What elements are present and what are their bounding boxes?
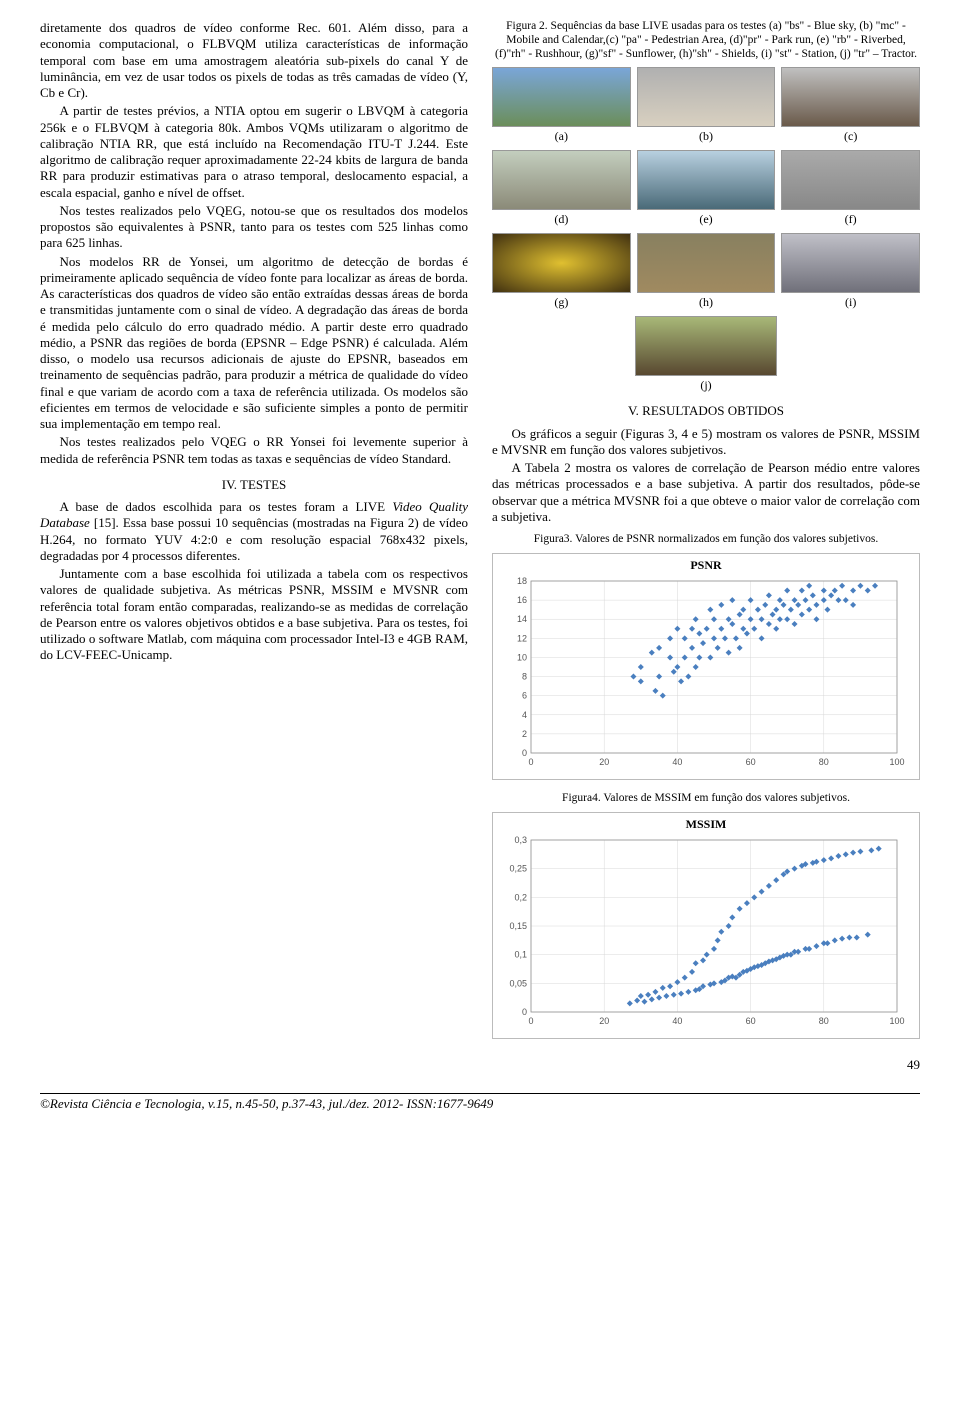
figure2-row2 bbox=[492, 150, 920, 210]
svg-text:14: 14 bbox=[517, 614, 527, 624]
svg-text:40: 40 bbox=[672, 1016, 682, 1026]
svg-text:0: 0 bbox=[528, 1016, 533, 1026]
thumb-pr bbox=[492, 150, 631, 210]
svg-text:60: 60 bbox=[746, 757, 756, 767]
thumb-rb bbox=[637, 150, 776, 210]
thumb-rh bbox=[781, 150, 920, 210]
thumb-tr bbox=[635, 316, 776, 376]
svg-text:60: 60 bbox=[746, 1016, 756, 1026]
thumb-sf bbox=[492, 233, 631, 293]
svg-text:0,1: 0,1 bbox=[514, 949, 527, 959]
paragraph: Nos testes realizados pelo VQEG o RR Yon… bbox=[40, 434, 468, 467]
figure2-caption: Figura 2. Sequências da base LIVE usadas… bbox=[492, 20, 920, 61]
paragraph: Juntamente com a base escolhida foi util… bbox=[40, 566, 468, 664]
svg-text:80: 80 bbox=[819, 757, 829, 767]
mssim-chart: MSSIM 0 0,05 0,1 0,15 0,2 0,25 0,3 0 20 40 60 80 100 bbox=[492, 812, 920, 1039]
psnr-scatter: 0 2 4 6 8 10 12 14 16 18 0 20 40 60 80 100 bbox=[497, 575, 907, 775]
label: (g) bbox=[492, 295, 631, 310]
label: (e) bbox=[637, 212, 776, 227]
thumb-bs bbox=[492, 67, 631, 127]
paragraph: diretamente dos quadros de vídeo conform… bbox=[40, 20, 468, 101]
section-heading-results: V. RESULTADOS OBTIDOS bbox=[492, 403, 920, 419]
footer-journal: ©Revista Ciência e Tecnologia, v.15, n.4… bbox=[40, 1096, 920, 1112]
thumb-mc bbox=[637, 67, 776, 127]
left-column: diretamente dos quadros de vídeo conform… bbox=[40, 20, 468, 1051]
svg-text:16: 16 bbox=[517, 595, 527, 605]
label: (a) bbox=[492, 129, 631, 144]
section-heading-tests: IV. TESTES bbox=[40, 477, 468, 493]
svg-text:100: 100 bbox=[889, 757, 904, 767]
figure4-caption: Figura4. Valores de MSSIM em função dos … bbox=[492, 792, 920, 806]
thumb-sh bbox=[637, 233, 776, 293]
figure3-caption: Figura3. Valores de PSNR normalizados em… bbox=[492, 533, 920, 547]
label: (f) bbox=[781, 212, 920, 227]
svg-text:0,3: 0,3 bbox=[514, 835, 527, 845]
paragraph: Nos testes realizados pelo VQEG, notou-s… bbox=[40, 203, 468, 252]
paragraph: A Tabela 2 mostra os valores de correlaç… bbox=[492, 460, 920, 525]
svg-text:10: 10 bbox=[517, 652, 527, 662]
svg-text:20: 20 bbox=[599, 1016, 609, 1026]
svg-text:0,2: 0,2 bbox=[514, 892, 527, 902]
label: (b) bbox=[637, 129, 776, 144]
figure2-row4 bbox=[492, 316, 920, 376]
svg-text:12: 12 bbox=[517, 633, 527, 643]
page: diretamente dos quadros de vídeo conform… bbox=[0, 0, 960, 1142]
mssim-scatter: 0 0,05 0,1 0,15 0,2 0,25 0,3 0 20 40 60 80 100 bbox=[497, 834, 907, 1034]
paragraph: A base de dados escolhida para os testes… bbox=[40, 499, 468, 564]
svg-text:2: 2 bbox=[522, 729, 527, 739]
svg-text:0: 0 bbox=[528, 757, 533, 767]
label: (h) bbox=[637, 295, 776, 310]
right-column: Figura 2. Sequências da base LIVE usadas… bbox=[492, 20, 920, 1051]
label: (j) bbox=[492, 378, 920, 393]
figure2-row3 bbox=[492, 233, 920, 293]
svg-text:80: 80 bbox=[819, 1016, 829, 1026]
svg-text:0: 0 bbox=[522, 1007, 527, 1017]
figure2-labels-row2: (d) (e) (f) bbox=[492, 212, 920, 227]
svg-text:0,25: 0,25 bbox=[509, 863, 527, 873]
label: (c) bbox=[781, 129, 920, 144]
page-number: 49 bbox=[40, 1057, 920, 1073]
svg-text:40: 40 bbox=[672, 757, 682, 767]
svg-text:6: 6 bbox=[522, 691, 527, 701]
svg-text:18: 18 bbox=[517, 576, 527, 586]
svg-text:4: 4 bbox=[522, 710, 527, 720]
chart-title: PSNR bbox=[497, 558, 915, 573]
svg-text:20: 20 bbox=[599, 757, 609, 767]
paragraph: A partir de testes prévios, a NTIA optou… bbox=[40, 103, 468, 201]
svg-text:0,15: 0,15 bbox=[509, 921, 527, 931]
psnr-chart: PSNR 0 2 4 6 8 10 12 14 16 18 0 20 40 60 80 100 bbox=[492, 553, 920, 780]
text: A base de dados escolhida para os testes… bbox=[60, 499, 393, 514]
text: [15]. Essa base possui 10 sequências (mo… bbox=[40, 515, 468, 563]
two-column-layout: diretamente dos quadros de vídeo conform… bbox=[40, 20, 920, 1051]
figure2-labels-row3: (g) (h) (i) bbox=[492, 295, 920, 310]
thumb-pa bbox=[781, 67, 920, 127]
label: (d) bbox=[492, 212, 631, 227]
paragraph: Os gráficos a seguir (Figuras 3, 4 e 5) … bbox=[492, 426, 920, 459]
svg-text:8: 8 bbox=[522, 671, 527, 681]
chart-title: MSSIM bbox=[497, 817, 915, 832]
svg-text:0: 0 bbox=[522, 748, 527, 758]
label: (i) bbox=[781, 295, 920, 310]
svg-text:0,05: 0,05 bbox=[509, 978, 527, 988]
svg-text:100: 100 bbox=[889, 1016, 904, 1026]
figure2-row1 bbox=[492, 67, 920, 127]
figure2-labels-row1: (a) (b) (c) bbox=[492, 129, 920, 144]
paragraph: Nos modelos RR de Yonsei, um algoritmo d… bbox=[40, 254, 468, 433]
thumb-st bbox=[781, 233, 920, 293]
